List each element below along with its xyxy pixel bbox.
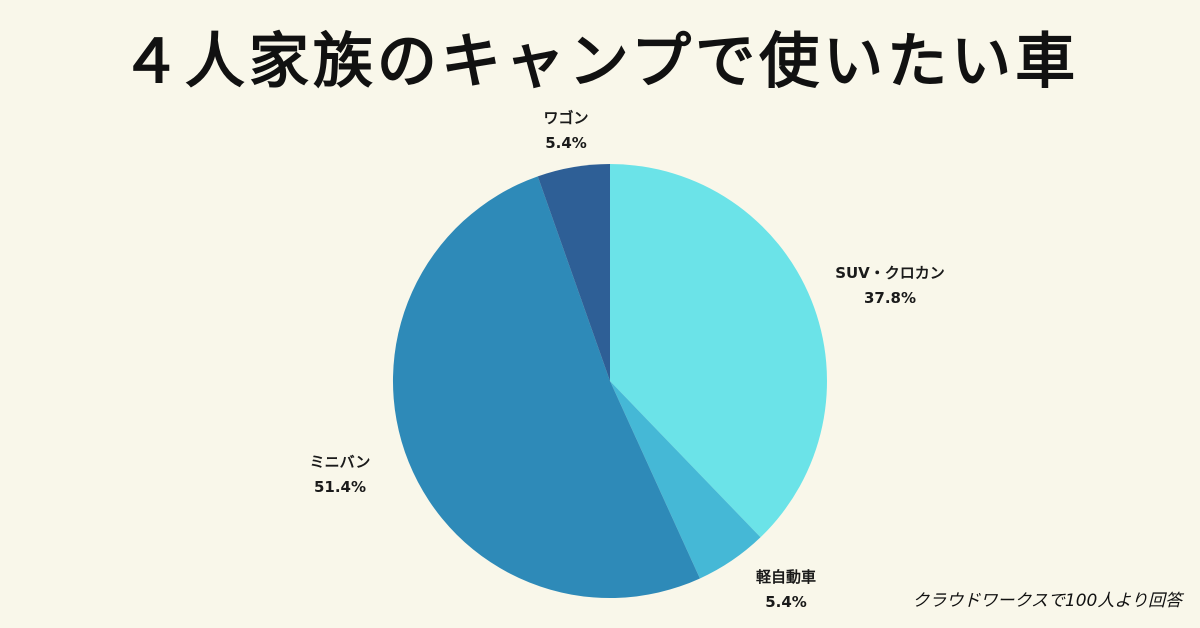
pie-slice xyxy=(392,176,700,599)
slice-label: ワゴン xyxy=(543,109,588,127)
slice-value-label: 5.4% xyxy=(545,134,587,152)
pie-slice xyxy=(537,164,610,381)
slice-label: ミニバン xyxy=(310,453,371,471)
pie-slice xyxy=(610,381,761,579)
pie-labels: SUV・クロカン 37.8% 軽自動車 5.4% ミニバン 51.4% ワゴン 5.4% xyxy=(310,109,945,611)
chart-title: ４人家族のキャンプで使いたい車 xyxy=(120,27,1080,97)
pie-slice xyxy=(610,164,828,538)
slice-value-label: 5.4% xyxy=(765,593,807,611)
slice-value-label: 51.4% xyxy=(314,478,366,496)
pie-slices xyxy=(392,164,828,599)
slice-label: SUV・クロカン xyxy=(835,264,945,282)
slice-label: 軽自動車 xyxy=(756,568,816,586)
slice-value-label: 37.8% xyxy=(864,289,916,307)
source-note: クラウドワークスで100人より回答 xyxy=(912,591,1182,611)
